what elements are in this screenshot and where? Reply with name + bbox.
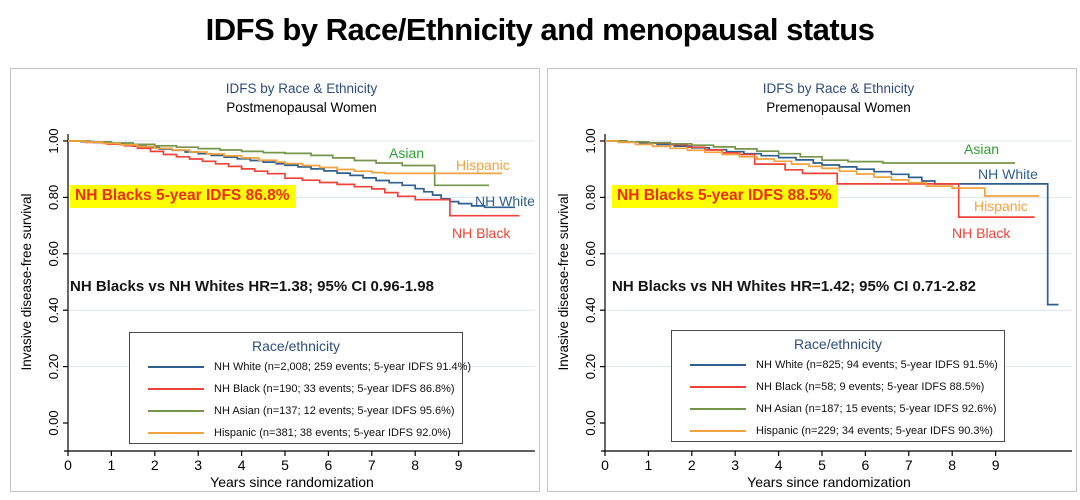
legend-row: NH White (n=2,008; 259 events; 5-year ID… — [130, 356, 471, 378]
x-tick-label: 8 — [948, 457, 956, 473]
legend-label: NH Asian (n=187; 15 events; 5-year IDFS … — [756, 403, 997, 415]
legend-line-swatch — [148, 388, 204, 390]
curve-label-asian: Asian — [964, 141, 1000, 157]
legend-line-swatch — [148, 432, 204, 434]
x-tick-label: 7 — [905, 457, 913, 473]
y-tick-label: 0.80 — [583, 185, 598, 210]
legend-row: Hispanic (n=229; 34 events; 5-year IDFS … — [672, 420, 1004, 442]
legend-box: Race/ethnicity NH White (n=2,008; 259 ev… — [129, 332, 471, 444]
x-tick-label: 2 — [688, 457, 696, 473]
survival-curve-nh-asian — [68, 140, 489, 187]
panels-row: 0.00 0.20 0.40 0.60 0.80 1.00 0 1 2 3 4 5 6 7 8 9 Invasi… — [10, 68, 1080, 492]
survival-curve-hispanic — [68, 140, 502, 175]
page-title: IDFS by Race/Ethnicity and menopausal st… — [205, 12, 875, 47]
x-tick-label: 3 — [194, 457, 202, 473]
y-tick-label: 0.40 — [583, 298, 598, 323]
legend-line-swatch — [690, 364, 746, 366]
highlight-annotation: NH Blacks 5-year IDFS 86.8% — [70, 185, 296, 208]
y-axis-title: Invasive disease-free survival — [19, 193, 34, 370]
y-tick-label: 0.60 — [583, 241, 598, 266]
x-tick-label: 6 — [325, 457, 333, 473]
x-tick-label: 1 — [108, 457, 116, 473]
x-tick-label: 8 — [411, 457, 419, 473]
legend-label: NH White (n=825; 94 events; 5-year IDFS … — [756, 359, 998, 371]
y-tick-label: 0.20 — [46, 354, 61, 379]
x-tick-label: 6 — [862, 457, 870, 473]
x-tick-label: 3 — [731, 457, 739, 473]
legend-label: Hispanic (n=229; 34 events; 5-year IDFS … — [756, 425, 993, 437]
curve-label-nh-black: NH Black — [452, 225, 511, 241]
curve-label-nh-white: NH White — [475, 193, 535, 209]
curve-label-hispanic: Hispanic — [456, 157, 510, 173]
y-tick-label: 0.80 — [46, 185, 61, 210]
legend-line-swatch — [690, 430, 746, 432]
legend-title: Race/ethnicity — [794, 336, 882, 352]
chart-title: IDFS by Race & Ethnicity — [225, 81, 378, 96]
x-tick-label: 9 — [992, 457, 1000, 473]
legend-row: NH Black (n=58; 9 events; 5-year IDFS 88… — [672, 376, 1004, 398]
legend-line-swatch — [148, 410, 204, 412]
legend-label: NH Black (n=190; 33 events; 5-year IDFS … — [214, 383, 455, 395]
survival-curve-nh-black — [68, 140, 520, 217]
legend-row: NH Asian (n=137; 12 events; 5-year IDFS … — [130, 400, 462, 422]
curve-label-hispanic: Hispanic — [974, 198, 1028, 214]
legend-label: NH White (n=2,008; 259 events; 5-year ID… — [214, 361, 472, 373]
chart-subtitle: Postmenopausal Women — [226, 100, 377, 115]
x-tick-label: 5 — [281, 457, 289, 473]
survival-curve-hispanic — [605, 140, 1039, 197]
legend-row: NH White (n=825; 94 events; 5-year IDFS … — [672, 354, 1004, 376]
hazard-ratio-annotation: NH Blacks vs NH Whites HR=1.38; 95% CI 0… — [70, 278, 434, 295]
legend-line-swatch — [690, 386, 746, 388]
y-tick-label: 0.20 — [583, 354, 598, 379]
legend-row: NH Black (n=190; 33 events; 5-year IDFS … — [130, 378, 462, 400]
x-tick-label: 7 — [368, 457, 376, 473]
chart-title: IDFS by Race & Ethnicity — [762, 81, 915, 96]
x-axis-title: Years since randomization — [210, 474, 374, 490]
km-plot-postmenopausal: 0.00 0.20 0.40 0.60 0.80 1.00 0 1 2 3 4 5 6 7 8 9 Invasi… — [19, 128, 535, 490]
x-axis-title: Years since randomization — [747, 474, 911, 490]
x-tick-label: 4 — [775, 457, 783, 473]
x-tick-label: 9 — [455, 457, 463, 473]
legend-box: Race/ethnicity NH White (n=825; 94 event… — [671, 330, 1005, 442]
y-tick-label: 0.40 — [46, 298, 61, 323]
highlight-annotation: NH Blacks 5-year IDFS 88.5% — [612, 185, 838, 208]
curve-label-nh-white: NH White — [978, 166, 1038, 182]
hazard-ratio-annotation: NH Blacks vs NH Whites HR=1.42; 95% CI 0… — [612, 278, 976, 295]
curve-label-asian: Asian — [389, 145, 425, 161]
legend-label: NH Black (n=58; 9 events; 5-year IDFS 88… — [756, 381, 985, 393]
legend-row: Hispanic (n=381; 38 events; 5-year IDFS … — [130, 422, 462, 444]
y-tick-label: 0.60 — [46, 241, 61, 266]
y-tick-label: 0.00 — [46, 410, 61, 435]
legend-row: NH Asian (n=187; 15 events; 5-year IDFS … — [672, 398, 1004, 420]
survival-curve-nh-asian — [605, 140, 1016, 164]
y-tick-label: 1.00 — [46, 128, 61, 153]
y-tick-label: 1.00 — [583, 128, 598, 153]
legend-line-swatch — [690, 408, 746, 410]
legend-label: Hispanic (n=381; 38 events; 5-year IDFS … — [214, 427, 451, 439]
x-tick-label: 4 — [238, 457, 246, 473]
y-axis-title: Invasive disease-free survival — [556, 193, 571, 370]
panel-postmenopausal: 0.00 0.20 0.40 0.60 0.80 1.00 0 1 2 3 4 5 6 7 8 9 Invasi… — [10, 68, 540, 492]
x-tick-label: 0 — [64, 457, 72, 473]
legend-line-swatch — [148, 366, 204, 368]
curve-label-nh-black: NH Black — [952, 225, 1011, 241]
chart-subtitle: Premenopausal Women — [766, 100, 911, 115]
y-tick-label: 0.00 — [583, 410, 598, 435]
x-tick-label: 5 — [818, 457, 826, 473]
panel-premenopausal: 0.00 0.20 0.40 0.60 0.80 1.00 0 1 2 3 4 5 6 7 8 9 Invasi… — [547, 68, 1077, 492]
x-tick-label: 1 — [645, 457, 653, 473]
x-tick-label: 0 — [601, 457, 609, 473]
x-tick-label: 2 — [151, 457, 159, 473]
legend-title: Race/ethnicity — [252, 338, 340, 354]
legend-label: NH Asian (n=137; 12 events; 5-year IDFS … — [214, 405, 455, 417]
